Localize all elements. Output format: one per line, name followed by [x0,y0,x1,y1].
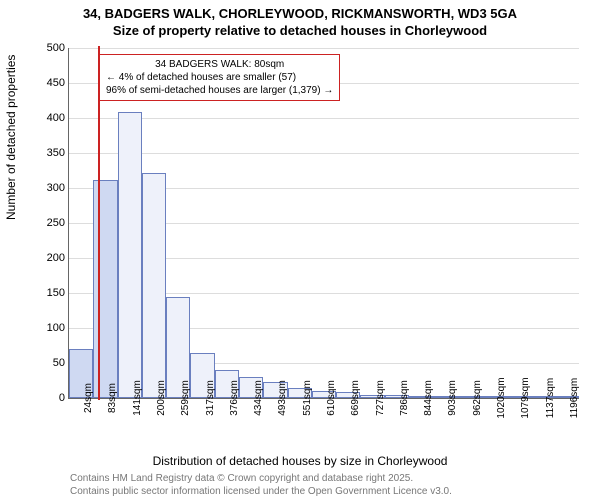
x-tick-label: 200sqm [154,380,167,416]
x-tick-label: 1020sqm [494,377,507,418]
chart-title: 34, BADGERS WALK, CHORLEYWOOD, RICKMANSW… [0,0,600,40]
x-tick-label: 1196sqm [567,378,580,418]
x-tick-label: 434sqm [251,380,264,416]
histogram-bar [142,173,166,398]
footer-attribution: Contains HM Land Registry data © Crown c… [70,473,452,498]
chart-plot-area: 05010015020025030035040045050024sqm83sqm… [68,48,579,399]
y-tick-label: 150 [47,287,69,299]
title-line-2: Size of property relative to detached ho… [0,23,600,40]
annotation-line-2: ← 4% of detached houses are smaller (57) [106,71,333,84]
x-tick-label: 1137sqm [543,378,556,418]
x-tick-label: 903sqm [445,380,458,416]
x-tick-label: 962sqm [470,380,483,416]
histogram-bar [118,112,142,398]
x-tick-label: 83sqm [105,383,118,413]
x-tick-label: 376sqm [227,380,240,416]
y-gridline [69,48,579,49]
y-tick-label: 200 [47,252,69,264]
y-tick-label: 0 [59,392,69,404]
x-tick-label: 24sqm [81,383,94,413]
x-tick-label: 141sqm [130,380,143,416]
y-tick-label: 400 [47,112,69,124]
x-tick-label: 317sqm [203,380,216,416]
footer-line-1: Contains HM Land Registry data © Crown c… [70,473,452,486]
y-gridline [69,118,579,119]
y-tick-label: 450 [47,77,69,89]
annotation-line-3: 96% of semi-detached houses are larger (… [106,84,333,97]
x-axis-label: Distribution of detached houses by size … [0,454,600,468]
y-tick-label: 350 [47,147,69,159]
y-tick-label: 250 [47,217,69,229]
x-tick-label: 727sqm [373,380,386,416]
annotation-box: 34 BADGERS WALK: 80sqm ← 4% of detached … [99,54,340,101]
footer-line-2: Contains public sector information licen… [70,486,452,499]
y-gridline [69,153,579,154]
x-tick-label: 610sqm [324,380,337,416]
x-tick-label: 669sqm [348,380,361,416]
y-axis-label: Number of detached properties [4,55,18,220]
x-tick-label: 786sqm [397,380,410,416]
y-tick-label: 50 [53,357,69,369]
x-tick-label: 551sqm [300,380,313,416]
x-tick-label: 493sqm [275,380,288,416]
y-tick-label: 500 [47,42,69,54]
y-tick-label: 100 [47,322,69,334]
x-tick-label: 1079sqm [518,377,531,418]
annotation-line-1: 34 BADGERS WALK: 80sqm [106,58,333,71]
x-tick-label: 844sqm [421,380,434,416]
x-tick-label: 259sqm [178,380,191,416]
title-line-1: 34, BADGERS WALK, CHORLEYWOOD, RICKMANSW… [0,6,600,23]
y-tick-label: 300 [47,182,69,194]
